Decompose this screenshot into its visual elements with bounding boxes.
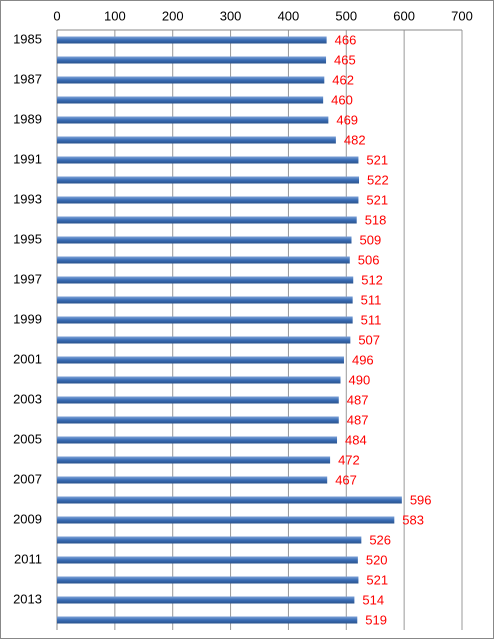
y-tick-label: 1997: [13, 271, 42, 286]
bar: [57, 416, 339, 424]
value-label: 583: [402, 512, 424, 527]
bar: [57, 196, 359, 204]
bar: [57, 396, 339, 404]
y-tick-label: 1987: [13, 71, 42, 86]
value-label: 472: [338, 452, 360, 467]
y-tick-label: 1999: [13, 311, 42, 326]
bar: [57, 556, 358, 564]
y-tick-label: 1985: [13, 31, 42, 46]
y-tick-label: 2007: [13, 471, 42, 486]
x-tick-label: 400: [278, 8, 300, 23]
bar: [57, 356, 344, 364]
value-label: 496: [352, 352, 374, 367]
value-label: 526: [369, 532, 391, 547]
value-label: 460: [331, 92, 353, 107]
value-label: 518: [365, 212, 387, 227]
y-tick-label: 2013: [13, 591, 42, 606]
value-label: 507: [358, 332, 380, 347]
value-label: 466: [335, 32, 357, 47]
bar: [57, 116, 329, 124]
value-label: 514: [362, 592, 384, 607]
bar: [57, 236, 352, 244]
bar: [57, 76, 325, 84]
value-label: 511: [361, 292, 382, 307]
x-tick-label: 600: [393, 8, 415, 23]
value-label: 484: [345, 432, 367, 447]
y-tick-label: 2003: [13, 391, 42, 406]
bar: [57, 96, 324, 104]
bar: [57, 136, 336, 144]
value-label: 469: [336, 112, 358, 127]
value-label: 512: [361, 272, 383, 287]
bar: [57, 256, 350, 264]
bar: [57, 496, 402, 504]
bar: [57, 336, 351, 344]
value-label: 467: [335, 472, 357, 487]
value-label: 596: [410, 492, 432, 507]
x-tick-label: 700: [451, 8, 473, 23]
bar: [57, 216, 357, 224]
bar: [57, 476, 328, 484]
bar: [57, 456, 331, 464]
value-label: 487: [347, 412, 369, 427]
value-label: 482: [344, 132, 366, 147]
bar: [57, 436, 338, 444]
y-tick-label: 2009: [13, 511, 42, 526]
bar: [57, 576, 359, 584]
y-tick-label: 1995: [13, 231, 42, 246]
bar: [57, 536, 362, 544]
value-label: 465: [334, 52, 356, 67]
x-tick-label: 300: [220, 8, 242, 23]
bar: [57, 176, 360, 184]
bar: [57, 56, 327, 64]
x-tick-label: 0: [53, 8, 60, 23]
value-label: 490: [349, 372, 371, 387]
bar: [57, 316, 353, 324]
y-tick-label: 2005: [13, 431, 42, 446]
value-label: 462: [332, 72, 354, 87]
value-label: 521: [366, 192, 388, 207]
y-tick-label: 2001: [13, 351, 42, 366]
bar: [57, 296, 353, 304]
bar: [57, 596, 355, 604]
bar: [57, 516, 395, 524]
y-tick-label: 2011: [14, 551, 42, 566]
value-label: 521: [366, 572, 388, 587]
x-tick-label: 200: [162, 8, 184, 23]
bar: [57, 36, 327, 44]
value-label: 511: [361, 312, 382, 327]
value-label: 487: [347, 392, 369, 407]
value-label: 520: [366, 552, 388, 567]
y-tick-label: 1993: [13, 191, 42, 206]
bar: [57, 276, 354, 284]
bar: [57, 616, 358, 624]
value-label: 506: [358, 252, 380, 267]
value-label: 509: [359, 232, 381, 247]
value-label: 519: [365, 612, 387, 627]
value-label: 521: [366, 152, 388, 167]
bar: [57, 376, 341, 384]
x-tick-label: 100: [104, 8, 126, 23]
value-label: 522: [367, 172, 389, 187]
y-tick-label: 1989: [13, 111, 42, 126]
x-tick-label: 500: [335, 8, 357, 23]
bar: [57, 156, 359, 164]
y-tick-label: 1991: [13, 151, 42, 166]
